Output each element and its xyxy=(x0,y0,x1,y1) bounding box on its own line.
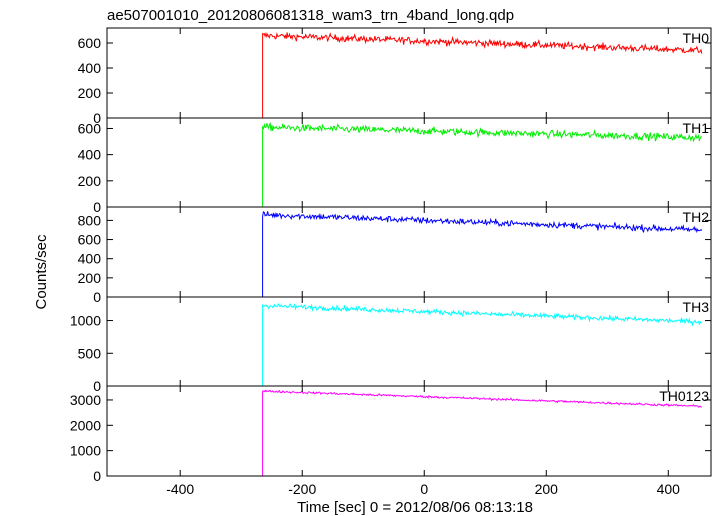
series-line-th0123 xyxy=(113,389,702,477)
y-tick-label: 400 xyxy=(78,60,102,76)
panel-th1: 0 200 400 600 TH1 xyxy=(78,117,712,215)
panel-label: TH2 xyxy=(683,209,710,225)
y-tick-label: 200 xyxy=(78,85,102,101)
x-tick-label: 0 xyxy=(420,481,428,497)
y-tick-label: 1000 xyxy=(70,313,101,329)
series-line-th2 xyxy=(113,211,703,298)
panel-th2: 0 200 400 600 800 TH2 xyxy=(78,206,712,305)
panel-th0123: 0 1000 2000 3000 TH0123 -400 -200 0 200 400 xyxy=(70,385,712,497)
x-tick-label: -200 xyxy=(288,481,316,497)
y-tick-label: 3000 xyxy=(70,392,101,408)
y-tick-label: 0 xyxy=(93,289,101,305)
chart-title: ae507001010_20120806081318_wam3_trn_4ban… xyxy=(107,7,514,24)
panel-label: TH3 xyxy=(683,299,710,315)
y-tick-label: 0 xyxy=(93,468,101,484)
y-axis-label: Counts/sec xyxy=(33,234,50,310)
series-line-th0 xyxy=(113,31,703,119)
y-tick-label: 400 xyxy=(78,251,102,267)
panel-label: TH1 xyxy=(683,120,710,136)
y-tick-label: 1000 xyxy=(70,443,101,459)
x-tick-label: 200 xyxy=(535,481,559,497)
y-tick-label: 0 xyxy=(93,110,101,126)
y-tick-label: 200 xyxy=(78,173,102,189)
y-tick-label: 600 xyxy=(78,232,102,248)
panel-frame xyxy=(106,27,712,119)
y-tick-label: 0 xyxy=(93,378,101,394)
y-tick-label: 600 xyxy=(78,120,102,136)
panel-frame xyxy=(106,117,712,208)
panel-frame xyxy=(106,206,712,298)
panels-group: 0 200 400 600 TH0 0 200 400 600 TH1 0 200 400 600 800 T… xyxy=(70,27,712,497)
panel-label: TH0 xyxy=(683,30,710,46)
x-axis-label: Time [sec] 0 = 2012/08/06 08:13:18 xyxy=(297,499,533,516)
y-tick-label: 0 xyxy=(93,199,101,215)
y-tick-label: 600 xyxy=(78,35,102,51)
y-tick-label: 400 xyxy=(78,147,102,163)
x-tick-label: 400 xyxy=(657,481,681,497)
y-tick-label: 2000 xyxy=(70,417,101,433)
panel-frame xyxy=(106,385,712,477)
y-tick-label: 500 xyxy=(78,345,102,361)
y-tick-label: 200 xyxy=(78,270,102,286)
panel-label: TH0123 xyxy=(659,388,709,404)
x-tick-label: -400 xyxy=(166,481,194,497)
panel-th0: 0 200 400 600 TH0 xyxy=(78,27,712,126)
y-tick-label: 800 xyxy=(78,212,102,228)
panel-th3: 0 500 1000 TH3 xyxy=(70,296,712,394)
series-line-th3 xyxy=(113,302,702,387)
series-line-th1 xyxy=(113,121,702,208)
